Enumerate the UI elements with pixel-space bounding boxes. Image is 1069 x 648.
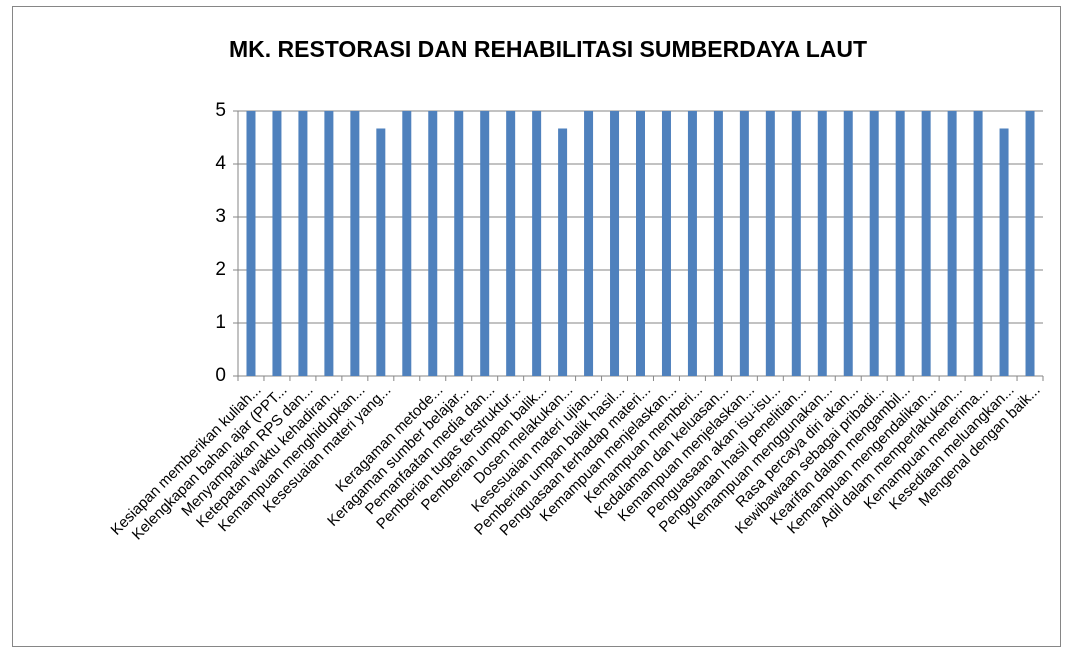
bar xyxy=(532,111,542,376)
bar xyxy=(636,111,645,376)
bar xyxy=(1025,111,1035,376)
bar xyxy=(454,111,464,376)
bar xyxy=(869,111,879,376)
bar xyxy=(765,111,775,376)
bar xyxy=(324,111,334,376)
bar xyxy=(739,111,749,376)
bar xyxy=(428,111,438,376)
bar xyxy=(713,111,723,376)
bar xyxy=(272,111,282,376)
bar xyxy=(610,111,620,376)
bar xyxy=(376,128,386,376)
y-tick-label: 3 xyxy=(215,206,226,227)
y-tick-label: 4 xyxy=(215,153,226,174)
bar xyxy=(947,111,957,376)
y-tick-label: 0 xyxy=(215,365,226,386)
bar xyxy=(843,111,853,376)
bar xyxy=(584,111,594,376)
chart-title: MK. RESTORASI DAN REHABILITASI SUMBERDAY… xyxy=(229,36,867,62)
bar xyxy=(480,111,490,376)
bar xyxy=(687,111,697,376)
bar xyxy=(402,111,412,376)
bar xyxy=(895,111,905,376)
bar xyxy=(298,111,308,376)
bar xyxy=(817,111,827,376)
bar xyxy=(921,111,931,376)
bar xyxy=(350,111,360,376)
bar xyxy=(791,111,801,376)
bar xyxy=(661,111,671,376)
bar xyxy=(506,111,516,376)
y-tick-label: 2 xyxy=(215,259,226,280)
bar xyxy=(246,111,256,376)
y-tick-label: 1 xyxy=(215,312,226,333)
bar xyxy=(973,111,983,376)
y-tick-label: 5 xyxy=(215,100,226,121)
bar xyxy=(999,128,1009,376)
bar xyxy=(558,128,568,376)
